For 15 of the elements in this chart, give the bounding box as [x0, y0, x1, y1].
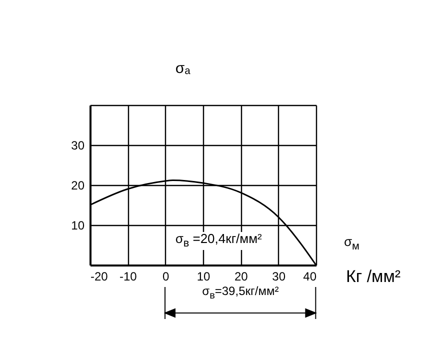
x-tick-label: 10: [196, 270, 210, 284]
x-tick-label: 20: [234, 270, 248, 284]
text: σ$_{в}$=39,5кг/мм²: [202, 284, 279, 302]
x-tick-label: 0: [162, 270, 170, 284]
x-tick-label: -20: [90, 270, 108, 284]
annotation: σ$_{в}$ =20,4кг/мм²: [173, 231, 264, 250]
y-tick-label: 10: [71, 218, 85, 232]
x-tick-label: 40: [303, 270, 317, 284]
x-tick-label: -10: [119, 270, 138, 284]
x-tick-label: 30: [272, 270, 286, 284]
y-axis-title: σₐ: [175, 60, 190, 78]
y-tick-label: 30: [71, 138, 85, 152]
y-tick-label: 20: [71, 178, 85, 192]
x-axis-title: σ$_{м}$: [344, 234, 360, 254]
text: Кг /мм²: [346, 267, 401, 287]
